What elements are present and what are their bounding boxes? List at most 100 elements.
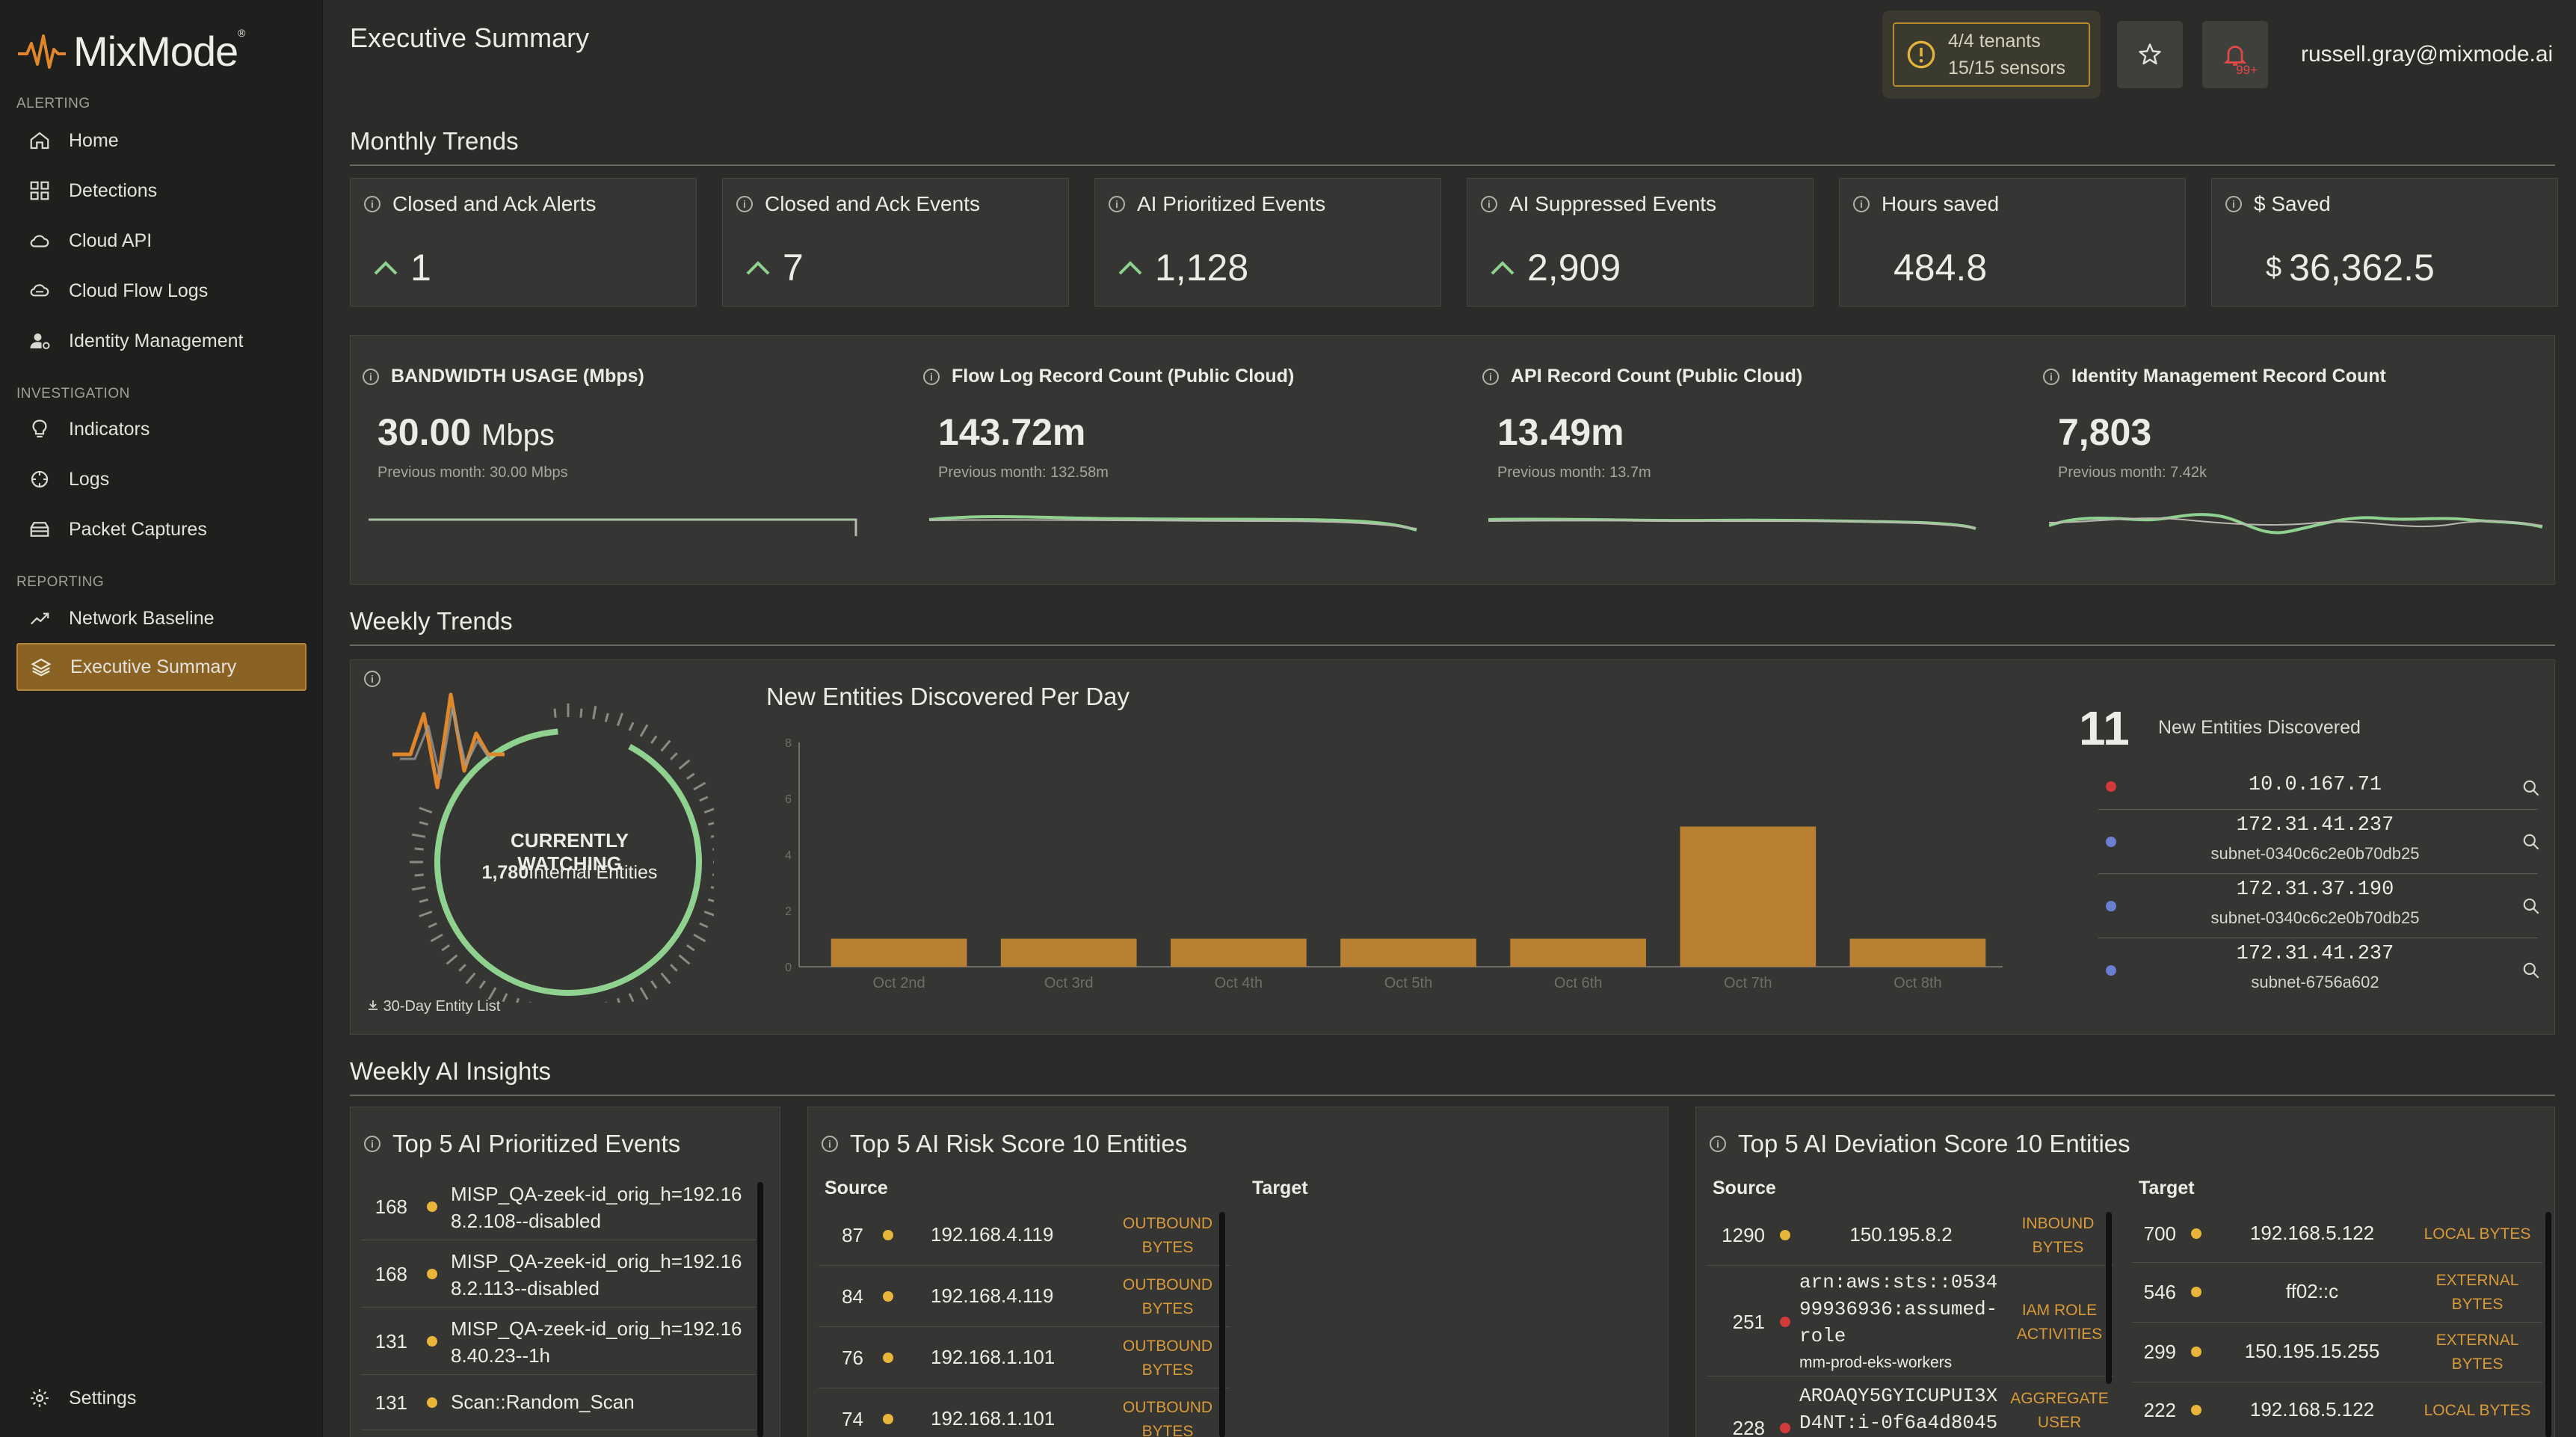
scrollbar[interactable] (1219, 1212, 1225, 1437)
scrollbar[interactable] (757, 1182, 763, 1437)
entity-row[interactable]: 172.31.41.237 subnet-0340c6c2e0b70db25 (2098, 811, 2541, 874)
entity-status-dot (2106, 837, 2116, 847)
info-icon[interactable]: i (1710, 1136, 1726, 1152)
table-row[interactable]: 251 arn:aws:sts::053499936936:assumed-ro… (1707, 1267, 2113, 1376)
x-tick-label: Oct 3rd (1044, 975, 1094, 991)
kpi-value: 1 (410, 247, 431, 289)
bar (831, 938, 967, 967)
source-column-header: Source (1713, 1178, 1776, 1198)
kpi-title: $ Saved (2254, 192, 2331, 215)
list-item[interactable]: 131 Scan::Random_Scan (361, 1376, 756, 1430)
tenant-status[interactable]: 4/4 tenants 15/15 sensors (1893, 22, 2090, 87)
behavior-tag: OUTBOUND BYTES (1122, 1276, 1213, 1317)
x-tick-label: Oct 7th (1724, 975, 1772, 991)
info-icon[interactable]: i (1482, 368, 1499, 385)
table-row[interactable]: 546 ff02::c EXTERNAL BYTES (2133, 1264, 2542, 1323)
deviation-score: 228 (1732, 1417, 1765, 1437)
sidebar-item-detections[interactable]: Detections (16, 167, 306, 215)
search-icon[interactable] (2521, 961, 2541, 980)
user-menu[interactable]: russell.gray@mixmode.ai (2301, 42, 2554, 67)
info-icon[interactable]: i (2043, 368, 2059, 385)
sidebar-item-executive-summary[interactable]: Executive Summary (16, 643, 306, 691)
severity-dot (427, 1336, 437, 1347)
scrollbar[interactable] (2106, 1212, 2112, 1384)
info-icon[interactable]: i (1109, 196, 1125, 212)
entity-list-download-link[interactable]: 30-Day Entity List (367, 998, 500, 1015)
sidebar-item-network-baseline[interactable]: Network Baseline (16, 594, 306, 642)
risk-score: 76 (842, 1347, 863, 1369)
table-row[interactable]: 700 192.168.5.122 LOCAL BYTES (2133, 1206, 2542, 1263)
severity-dot (2191, 1347, 2201, 1357)
deviation-score: 546 (2143, 1281, 2176, 1303)
table-row[interactable]: 222 192.168.5.122 LOCAL BYTES (2133, 1384, 2542, 1437)
info-icon[interactable]: i (2225, 196, 2242, 212)
usage-previous: Previous month: 13.7m (1497, 464, 1651, 481)
notification-count-badge: 99+ (2236, 63, 2258, 77)
trend-up-icon (746, 261, 770, 275)
search-icon[interactable] (2521, 832, 2541, 852)
favorite-button[interactable] (2117, 21, 2183, 88)
kpi-ai-prioritized-events: i AI Prioritized Events 1,128 (1094, 178, 1441, 307)
info-icon[interactable]: i (736, 196, 753, 212)
entity-ip: 192.168.1.101 (931, 1407, 1056, 1430)
entity-row[interactable]: 172.31.41.237 subnet-6756a602 (2098, 940, 2541, 1003)
behavior-tag: INBOUND BYTES (2021, 1215, 2095, 1256)
table-row[interactable]: 1290 150.195.8.2 INBOUND BYTES (1707, 1206, 2113, 1266)
sidebar-item-label: Indicators (69, 418, 150, 440)
kpi-title: AI Prioritized Events (1137, 192, 1326, 215)
sensors-count: 15/15 sensors (1948, 58, 2066, 79)
sidebar-item-home[interactable]: Home (16, 117, 306, 164)
info-icon[interactable]: i (364, 671, 380, 687)
list-item[interactable]: 131 MISP_QA-zeek-id_orig_h=192.168.40.23… (361, 1309, 756, 1375)
deviation-score: 251 (1732, 1311, 1765, 1333)
sidebar-item-settings[interactable]: Settings (16, 1374, 306, 1422)
new-entities-label: New Entities Discovered (2158, 717, 2361, 738)
list-item[interactable]: 168 MISP_QA-zeek-id_orig_h=192.168.2.113… (361, 1242, 756, 1308)
table-row[interactable]: 76 192.168.1.101 OUTBOUND BYTES (819, 1329, 1230, 1388)
notifications-button[interactable]: 99+ (2202, 21, 2268, 88)
entity-ip: 10.0.167.71 (2248, 774, 2382, 796)
list-item[interactable]: 168 MISP_QA-zeek-id_orig_h=192.168.2.108… (361, 1176, 756, 1240)
download-icon (369, 1000, 378, 1010)
entity-row[interactable]: 10.0.167.71 (2098, 765, 2541, 810)
entity-subnet: mm-prod-eks-workers (1799, 1354, 1953, 1371)
sidebar-item-cloud-flow-logs[interactable]: Cloud Flow Logs (16, 267, 306, 315)
sidebar-item-cloud-api[interactable]: Cloud API (16, 217, 306, 265)
entity-row[interactable]: 172.31.37.190 subnet-0340c6c2e0b70db25 (2098, 876, 2541, 938)
mixmode-logo[interactable]: MixMode® (18, 27, 246, 76)
search-icon[interactable] (2521, 896, 2541, 916)
info-icon[interactable]: i (822, 1136, 838, 1152)
layers-icon (31, 658, 52, 677)
info-icon[interactable]: i (1481, 196, 1497, 212)
scrollbar[interactable] (2545, 1212, 2551, 1437)
info-icon[interactable]: i (923, 368, 940, 385)
entity-ip: 192.168.4.119 (931, 1284, 1054, 1307)
table-row[interactable]: 299 150.195.15.255 EXTERNAL BYTES (2133, 1324, 2542, 1382)
top-ai-deviation-score-entities: i Top 5 AI Deviation Score 10 Entities So… (1695, 1107, 2555, 1437)
source-column-header: Source (825, 1178, 888, 1198)
sidebar-item-logs[interactable]: Logs (16, 455, 306, 503)
sidebar-item-indicators[interactable]: Indicators (16, 405, 306, 453)
info-icon[interactable]: i (1853, 196, 1870, 212)
deviation-score: 700 (2143, 1222, 2176, 1245)
search-icon[interactable] (2521, 778, 2541, 798)
y-tick-label: 2 (785, 905, 792, 918)
behavior-tag: LOCAL BYTES (2424, 1402, 2531, 1419)
currency-symbol: $ (2266, 251, 2282, 283)
packet-icon (30, 522, 49, 537)
table-row[interactable]: 87 192.168.4.119 OUTBOUND BYTES (819, 1206, 1230, 1266)
table-row[interactable]: 74 192.168.1.101 OUTBOUND BYTES (819, 1390, 1230, 1437)
info-icon[interactable]: i (363, 368, 379, 385)
tenant-selector[interactable]: 4/4 tenants 15/15 sensors (1882, 10, 2101, 99)
cloud-icon (30, 235, 49, 247)
kpi-title: AI Suppressed Events (1509, 192, 1717, 215)
sidebar-item-packet-captures[interactable]: Packet Captures (16, 505, 306, 553)
sidebar-item-identity-management[interactable]: Identity Management (16, 317, 306, 365)
weekly-trends-panel: i CURRENTLY WATCHING 1,780Internal Entit… (350, 659, 2555, 1035)
table-row[interactable]: 228 AROAQY5GYICUPUI3XD4NT:i-0f6a4d804570… (1707, 1378, 2113, 1437)
severity-dot (1780, 1317, 1790, 1327)
info-icon[interactable]: i (364, 196, 380, 212)
info-icon[interactable]: i (364, 1136, 380, 1152)
table-row[interactable]: 84 192.168.4.119 OUTBOUND BYTES (819, 1267, 1230, 1327)
usage-value: 30.00 (378, 411, 472, 453)
